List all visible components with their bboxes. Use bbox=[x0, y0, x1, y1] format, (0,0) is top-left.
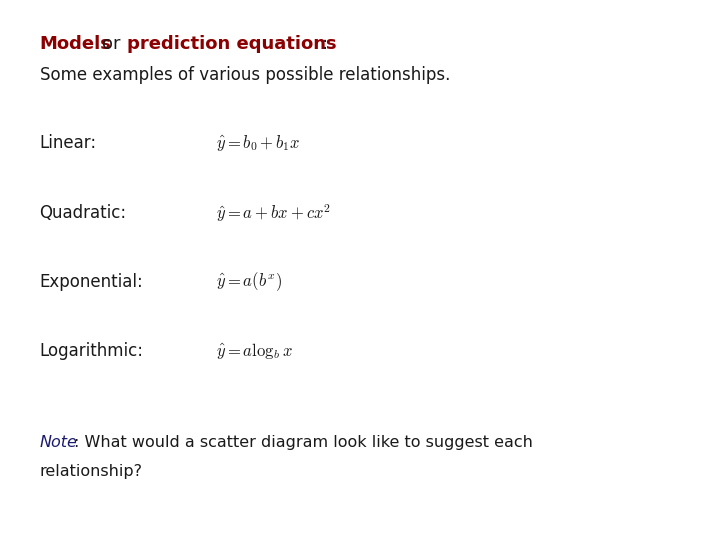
Text: : What would a scatter diagram look like to suggest each: : What would a scatter diagram look like… bbox=[74, 435, 533, 450]
Text: Models: Models bbox=[40, 35, 112, 53]
Text: $\hat{y} = a \log_b x$: $\hat{y} = a \log_b x$ bbox=[216, 341, 293, 361]
Text: relationship?: relationship? bbox=[40, 464, 143, 480]
Text: Quadratic:: Quadratic: bbox=[40, 204, 127, 222]
Text: Note: Note bbox=[40, 435, 78, 450]
Text: or: or bbox=[102, 35, 121, 53]
Text: Exponential:: Exponential: bbox=[40, 273, 143, 291]
Text: :: : bbox=[322, 35, 328, 53]
Text: Linear:: Linear: bbox=[40, 134, 96, 152]
Text: Logarithmic:: Logarithmic: bbox=[40, 342, 143, 360]
Text: $\hat{y} = b_0 + b_1 x$: $\hat{y} = b_0 + b_1 x$ bbox=[216, 133, 301, 153]
Text: $\hat{y} = a + bx + cx^2$: $\hat{y} = a + bx + cx^2$ bbox=[216, 202, 331, 224]
Text: Some examples of various possible relationships.: Some examples of various possible relati… bbox=[40, 66, 450, 84]
Text: $\hat{y} = a(b^x)$: $\hat{y} = a(b^x)$ bbox=[216, 271, 282, 293]
Text: prediction equations: prediction equations bbox=[127, 35, 336, 53]
